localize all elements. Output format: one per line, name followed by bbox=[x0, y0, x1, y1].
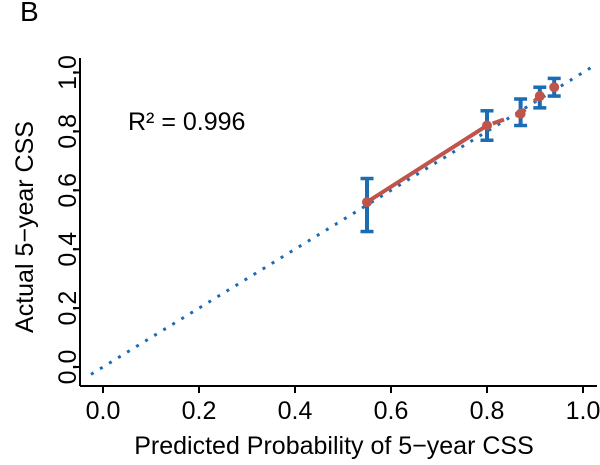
y-tick-label: 0.4 bbox=[54, 232, 82, 267]
x-tick-label: 1.0 bbox=[566, 397, 600, 425]
x-tick-label: 0.8 bbox=[470, 397, 505, 425]
x-tick-label: 0.0 bbox=[86, 397, 121, 425]
x-tick-label: 0.2 bbox=[182, 397, 217, 425]
x-axis-title: Predicted Probability of 5−year CSS bbox=[134, 432, 534, 460]
y-tick-label: 1.0 bbox=[54, 55, 82, 90]
data-point bbox=[482, 120, 492, 131]
x-tick-label: 0.6 bbox=[374, 397, 409, 425]
data-point bbox=[362, 197, 372, 208]
r-squared-annotation: R² = 0.996 bbox=[128, 108, 246, 136]
y-tick-label: 0.0 bbox=[54, 350, 82, 385]
calibration-line-dashed bbox=[486, 85, 556, 128]
data-point bbox=[549, 82, 560, 93]
panel-label: B bbox=[20, 0, 39, 27]
y-tick-label: 0.8 bbox=[54, 114, 82, 149]
y-axis-title: Actual 5−year CSS bbox=[11, 121, 39, 333]
data-point bbox=[534, 91, 545, 102]
y-tick-label: 0.6 bbox=[54, 173, 82, 208]
data-point bbox=[515, 108, 526, 119]
calibration-line-solid bbox=[365, 123, 489, 205]
x-tick-label: 0.4 bbox=[278, 397, 313, 425]
y-tick-label: 0.2 bbox=[54, 291, 82, 326]
